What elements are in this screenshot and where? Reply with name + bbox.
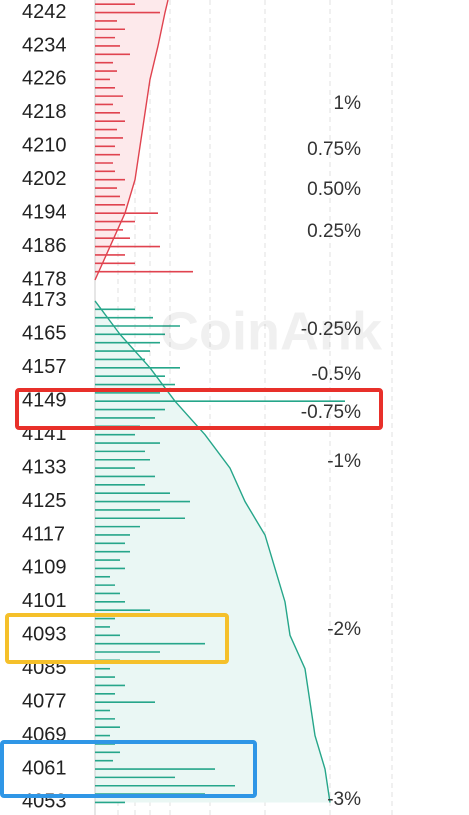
y-tick-label: 4093 <box>22 624 67 646</box>
y-tick-label: 4133 <box>22 456 67 478</box>
y-tick-label: 4202 <box>22 168 67 190</box>
y-tick-label: 4165 <box>22 323 67 345</box>
y-tick-label: 4210 <box>22 135 67 157</box>
y-tick-label: 4242 <box>22 1 67 23</box>
percent-label: -0.25% <box>301 319 361 340</box>
y-tick-label: 4178 <box>22 268 67 290</box>
y-tick-label: 4218 <box>22 101 67 123</box>
y-tick-label: 4077 <box>22 690 67 712</box>
percent-label: 0.75% <box>307 139 361 160</box>
depth-line <box>94 0 169 281</box>
y-tick-label: 4186 <box>22 235 67 257</box>
percent-label: 0.25% <box>307 221 361 242</box>
depth-line <box>94 300 331 803</box>
percent-label: 0.50% <box>307 179 361 200</box>
y-tick-label: 4194 <box>22 201 67 223</box>
percent-label: -2% <box>327 619 361 640</box>
y-tick-label: 4226 <box>22 68 67 90</box>
y-tick-label: 4061 <box>22 757 67 779</box>
percent-label: 1% <box>334 93 362 114</box>
y-tick-label: 4157 <box>22 356 67 378</box>
y-tick-label: 4117 <box>22 523 65 545</box>
y-tick-label: 4234 <box>22 34 67 56</box>
percent-label: -0.5% <box>311 364 361 385</box>
percent-label: -0.75% <box>301 402 361 423</box>
y-tick-label: 4101 <box>22 590 67 612</box>
y-tick-label: 4109 <box>22 557 67 579</box>
y-tick-label: 4173 <box>22 289 67 311</box>
y-tick-label: 4149 <box>22 390 67 412</box>
highlight-box <box>15 388 383 430</box>
y-tick-label: 4125 <box>22 490 67 512</box>
highlight-box <box>5 613 229 664</box>
watermark: CoinAnk <box>160 301 383 361</box>
depth-area <box>95 0 168 281</box>
highlight-box <box>0 740 257 798</box>
percent-label: -3% <box>327 789 361 810</box>
percent-label: -1% <box>327 451 361 472</box>
